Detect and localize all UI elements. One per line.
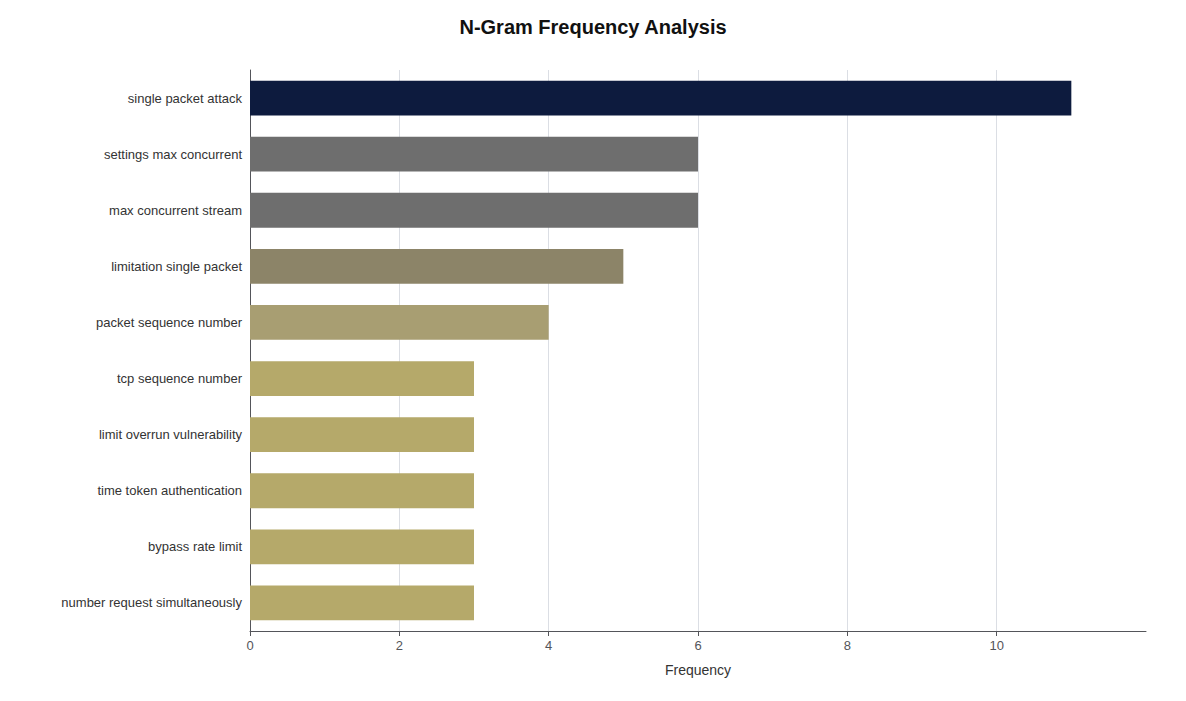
svg-text:10: 10 [989,638,1003,653]
svg-text:limitation single packet: limitation single packet [111,259,242,274]
svg-text:time token authentication: time token authentication [97,483,242,498]
svg-text:single packet attack: single packet attack [128,91,243,106]
svg-text:8: 8 [844,638,851,653]
svg-text:tcp sequence number: tcp sequence number [117,371,243,386]
svg-text:max concurrent stream: max concurrent stream [109,203,242,218]
svg-text:N-Gram Frequency Analysis: N-Gram Frequency Analysis [459,16,726,38]
svg-text:6: 6 [694,638,701,653]
svg-text:2: 2 [396,638,403,653]
svg-text:packet sequence number: packet sequence number [96,315,243,330]
svg-text:settings max concurrent: settings max concurrent [104,147,242,162]
svg-text:limit overrun vulnerability: limit overrun vulnerability [99,427,243,442]
svg-text:number request simultaneously: number request simultaneously [61,595,242,610]
svg-text:4: 4 [545,638,552,653]
svg-text:0: 0 [246,638,253,653]
svg-text:Frequency: Frequency [665,662,731,678]
svg-text:bypass rate limit: bypass rate limit [148,539,242,554]
